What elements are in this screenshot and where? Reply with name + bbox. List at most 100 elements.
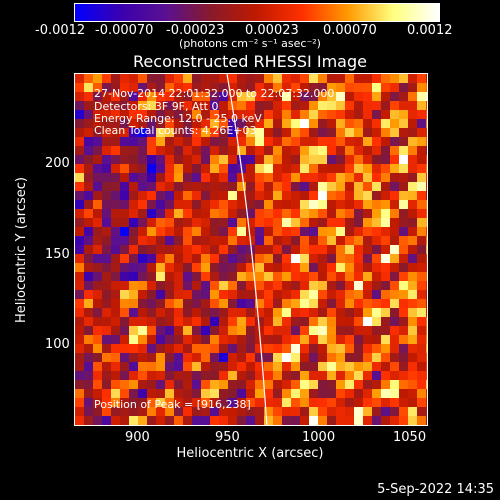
- heatmap-cell: [201, 182, 210, 191]
- heatmap-cell: [372, 389, 381, 398]
- heatmap-cell: [390, 155, 399, 164]
- x-tick-label: 1000: [302, 430, 336, 445]
- heatmap-cell: [75, 263, 84, 272]
- heatmap-cell: [102, 128, 111, 137]
- heatmap-cell: [93, 209, 102, 218]
- heatmap-cell: [111, 119, 120, 128]
- heatmap-cell: [93, 281, 102, 290]
- heatmap-cell: [129, 173, 138, 182]
- heatmap-cell: [201, 272, 210, 281]
- heatmap-cell: [228, 389, 237, 398]
- heatmap-cell: [93, 236, 102, 245]
- heatmap-cell: [246, 362, 255, 371]
- heatmap-cell: [255, 101, 264, 110]
- heatmap-cell: [147, 353, 156, 362]
- heatmap-cell: [255, 344, 264, 353]
- heatmap-cell: [183, 119, 192, 128]
- heatmap-cell: [345, 263, 354, 272]
- heatmap-cell: [345, 380, 354, 389]
- heatmap-cell: [129, 308, 138, 317]
- heatmap-cell: [111, 146, 120, 155]
- heatmap-cell: [408, 254, 417, 263]
- heatmap-cell: [237, 263, 246, 272]
- heatmap-cell: [318, 371, 327, 380]
- heatmap-cell: [408, 272, 417, 281]
- heatmap-cell: [417, 74, 426, 83]
- heatmap-cell: [273, 290, 282, 299]
- heatmap-cell: [255, 317, 264, 326]
- heatmap-cell: [291, 200, 300, 209]
- heatmap-cell: [381, 407, 390, 416]
- heatmap-cell: [390, 74, 399, 83]
- heatmap-cell: [237, 74, 246, 83]
- heatmap-cell: [75, 281, 84, 290]
- heatmap-cell: [93, 155, 102, 164]
- heatmap-cell: [381, 263, 390, 272]
- heatmap-cell: [363, 389, 372, 398]
- heatmap-cell: [372, 182, 381, 191]
- heatmap-cell: [120, 290, 129, 299]
- heatmap-cell: [309, 146, 318, 155]
- heatmap-cell: [75, 416, 84, 425]
- heatmap-cell: [408, 353, 417, 362]
- heatmap-cell: [399, 335, 408, 344]
- heatmap-cell: [282, 200, 291, 209]
- heatmap-cell: [246, 353, 255, 362]
- heatmap-cell: [417, 425, 426, 426]
- colorbar-tick-label: 0.0012: [407, 23, 453, 38]
- heatmap-cell: [174, 110, 183, 119]
- heatmap-cell: [201, 146, 210, 155]
- heatmap-cell: [93, 425, 102, 426]
- heatmap-cell: [147, 209, 156, 218]
- heatmap-cell: [273, 371, 282, 380]
- heatmap-cell: [390, 227, 399, 236]
- heatmap-cell: [192, 119, 201, 128]
- heatmap-cell: [138, 245, 147, 254]
- heatmap-cell: [273, 362, 282, 371]
- heatmap-cell: [264, 245, 273, 254]
- heatmap-cell: [165, 344, 174, 353]
- heatmap-cell: [273, 407, 282, 416]
- heatmap-cell: [75, 236, 84, 245]
- heatmap-cell: [174, 272, 183, 281]
- heatmap-cell: [183, 308, 192, 317]
- heatmap-cell: [255, 110, 264, 119]
- heatmap-cell: [372, 101, 381, 110]
- heatmap-cell: [156, 398, 165, 407]
- heatmap-cell: [219, 227, 228, 236]
- heatmap-cell: [84, 92, 93, 101]
- heatmap-cell: [147, 281, 156, 290]
- heatmap-cell: [219, 407, 228, 416]
- heatmap-cell: [273, 128, 282, 137]
- heatmap-cell: [192, 380, 201, 389]
- heatmap-cell: [372, 227, 381, 236]
- heatmap-cell: [192, 254, 201, 263]
- heatmap-cell: [120, 119, 129, 128]
- heatmap-cell: [318, 182, 327, 191]
- heatmap-cell: [345, 164, 354, 173]
- heatmap-cell: [183, 353, 192, 362]
- heatmap-cell: [372, 92, 381, 101]
- heatmap-cell: [273, 326, 282, 335]
- heatmap-cell: [381, 254, 390, 263]
- heatmap-cell: [120, 146, 129, 155]
- heatmap-cell: [165, 119, 174, 128]
- heatmap-cell: [408, 371, 417, 380]
- heatmap-cell: [120, 362, 129, 371]
- heatmap-cell: [345, 92, 354, 101]
- heatmap-cell: [183, 290, 192, 299]
- heatmap-cell: [147, 254, 156, 263]
- heatmap-cell: [282, 173, 291, 182]
- heatmap-cell: [408, 317, 417, 326]
- heatmap-cell: [363, 362, 372, 371]
- heatmap-cell: [408, 146, 417, 155]
- heatmap-cell: [336, 191, 345, 200]
- heatmap-cell: [291, 335, 300, 344]
- heatmap-cell: [228, 281, 237, 290]
- heatmap-cell: [417, 173, 426, 182]
- heatmap-cell: [219, 362, 228, 371]
- heatmap-cell: [129, 227, 138, 236]
- heatmap-cell: [120, 308, 129, 317]
- heatmap-cell: [381, 173, 390, 182]
- heatmap-cell: [327, 173, 336, 182]
